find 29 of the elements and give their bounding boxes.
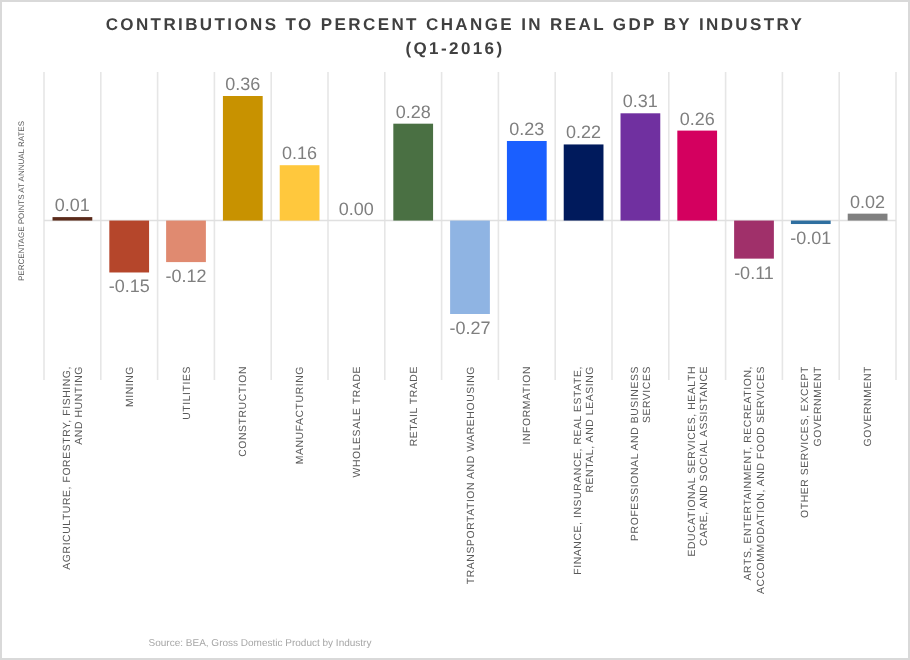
data-label: 0.01	[54, 195, 90, 216]
bar	[393, 123, 434, 221]
bar	[279, 165, 320, 221]
bar	[847, 213, 888, 221]
bar	[620, 113, 661, 221]
data-label: -0.12	[165, 266, 207, 287]
data-label: 0.36	[225, 74, 261, 94]
bar	[677, 130, 718, 221]
bar	[109, 220, 150, 273]
bar	[734, 220, 774, 259]
chart-title: CONTRIBUTIONS TO PERCENT CHANGE IN REAL GDP BY INDUSTRY	[105, 14, 805, 34]
bar	[450, 220, 490, 314]
data-label: -0.11	[734, 262, 774, 283]
data-label: 0.26	[679, 108, 715, 129]
data-label: -0.27	[449, 318, 491, 338]
data-label: 0.00	[338, 198, 374, 219]
chart-subtitle: (Q1-2016)	[405, 38, 505, 58]
bar	[222, 96, 263, 221]
data-label: 0.23	[509, 118, 545, 139]
data-label: 0.31	[622, 91, 658, 112]
data-label: -0.01	[790, 228, 832, 249]
bar	[166, 220, 206, 263]
data-label: 0.02	[850, 191, 886, 212]
data-label: -0.15	[108, 276, 150, 297]
data-label: 0.28	[395, 101, 431, 122]
data-label: 0.16	[282, 143, 318, 164]
data-label: 0.22	[566, 122, 602, 143]
bar	[506, 140, 547, 221]
bar	[563, 144, 604, 221]
